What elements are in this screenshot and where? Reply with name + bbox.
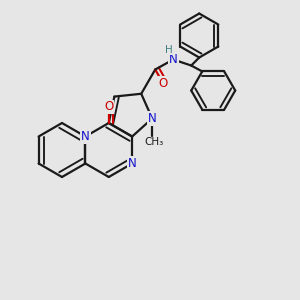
- Text: N: N: [128, 157, 136, 170]
- Text: N: N: [148, 112, 157, 125]
- Text: O: O: [159, 77, 168, 90]
- Text: O: O: [104, 100, 113, 113]
- Text: CH₃: CH₃: [145, 137, 164, 147]
- Text: N: N: [81, 130, 90, 143]
- Text: H: H: [165, 44, 173, 55]
- Text: N: N: [169, 53, 178, 66]
